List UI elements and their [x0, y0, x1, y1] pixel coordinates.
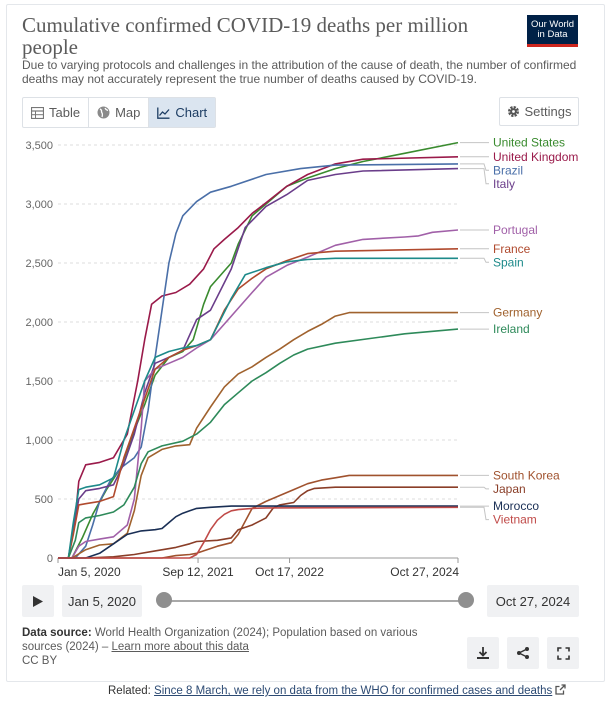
series-line-france: [58, 248, 459, 559]
legend-label-portugal: Portugal: [493, 223, 538, 237]
line-chart-icon: [157, 107, 170, 119]
x-tick-label: Oct 17, 2022: [255, 565, 324, 579]
tab-map-label: Map: [115, 105, 141, 120]
x-tick-label: Sep 12, 2021: [162, 565, 234, 579]
timeline-track[interactable]: [164, 600, 466, 602]
legend-label-vietnam: Vietnam: [493, 513, 537, 527]
y-tick-label: 0: [47, 553, 53, 565]
source-label: Data source:: [22, 627, 92, 639]
y-tick-label: 2,000: [25, 317, 53, 329]
tab-chart-label: Chart: [175, 105, 208, 120]
globe-icon: [97, 106, 110, 119]
timeline-start-handle[interactable]: [156, 592, 172, 608]
fullscreen-icon: [556, 646, 570, 660]
series-line-united-states: [58, 141, 459, 559]
legend-label-morocco: Morocco: [493, 499, 539, 513]
line-chart: 0 500 1,000 1,500 2,000 2,500 3,000 3,500 Jan 5,…: [25, 136, 578, 579]
series-line-japan: [58, 486, 458, 559]
legend-connector-japan: [460, 486, 489, 490]
gear-icon: [507, 106, 519, 117]
fullscreen-button[interactable]: [547, 637, 579, 669]
series-line-morocco: [58, 505, 458, 559]
series-line-united-kingdom: [58, 156, 459, 559]
legend-connector-spain: [460, 257, 489, 263]
table-icon: [31, 106, 44, 119]
chart-title: Cumulative confirmed COVID-19 deaths per…: [22, 13, 469, 59]
legend-label-france: France: [493, 242, 531, 256]
legend-label-south-korea: South Korea: [493, 468, 560, 482]
tab-map[interactable]: Map: [89, 98, 150, 127]
y-tick-label: 3,000: [25, 199, 53, 211]
logo-line-1: Our World: [530, 19, 575, 30]
legend-connector-brazil: [460, 163, 489, 171]
legend-connector-italy: [460, 168, 489, 185]
download-icon: [477, 647, 489, 659]
external-link-icon: [555, 684, 567, 695]
start-date-button[interactable]: Jan 5, 2020: [62, 585, 142, 617]
chart-subtitle: Due to varying protocols and challenges …: [22, 58, 577, 86]
end-date-button[interactable]: Oct 27, 2024: [487, 585, 579, 617]
view-tabs: Table Map Chart: [22, 97, 217, 128]
timeline-end-handle[interactable]: [458, 592, 474, 608]
download-button[interactable]: [467, 637, 499, 669]
series-line-spain: [58, 257, 458, 559]
tab-table[interactable]: Table: [23, 98, 90, 127]
legend-label-japan: Japan: [493, 482, 526, 496]
series-line-ireland: [58, 328, 459, 559]
legend-label-germany: Germany: [493, 306, 542, 320]
x-tick-label: Jan 5, 2020: [58, 565, 121, 579]
license-label: CC BY: [22, 655, 58, 667]
series-line-portugal: [58, 229, 459, 559]
y-tick-label: 1,500: [25, 376, 53, 388]
x-tick-label: Oct 27, 2024: [390, 565, 459, 579]
chart-card: [6, 4, 605, 682]
legend-label-italy: Italy: [493, 177, 515, 191]
legend-label-united-states: United States: [493, 136, 565, 150]
y-tick-label: 500: [35, 494, 53, 506]
legend-label-united-kingdom: United Kingdom: [493, 150, 578, 164]
legend-label-ireland: Ireland: [493, 322, 530, 336]
legend-label-brazil: Brazil: [493, 163, 523, 177]
settings-button[interactable]: Settings: [499, 97, 579, 126]
owid-logo[interactable]: Our World in Data: [527, 15, 578, 47]
play-icon: [33, 595, 43, 607]
y-tick-label: 1,000: [25, 435, 53, 447]
legend-label-spain: Spain: [493, 255, 524, 269]
share-icon: [517, 647, 529, 659]
series-line-brazil: [58, 163, 459, 559]
source-text: World Health Organization (2024); Popula…: [22, 627, 418, 653]
series-line-vietnam: [58, 506, 459, 559]
learn-more-link[interactable]: Learn more about this data: [111, 641, 249, 653]
settings-label: Settings: [524, 104, 572, 119]
y-tick-label: 2,500: [25, 258, 53, 270]
related-label: Related:: [108, 685, 151, 697]
play-button[interactable]: [22, 585, 54, 617]
legend-connector-vietnam: [460, 506, 489, 521]
related-note: Related: Since 8 March, we rely on data …: [108, 684, 567, 697]
y-tick-label: 3,500: [25, 140, 53, 152]
logo-line-2: in Data: [537, 29, 568, 40]
share-button[interactable]: [507, 637, 539, 669]
series-line-south-korea: [58, 474, 458, 559]
related-link[interactable]: Since 8 March, we rely on data from the …: [154, 685, 553, 697]
tab-table-label: Table: [49, 105, 81, 120]
data-source: Data source: World Health Organization (…: [22, 626, 452, 668]
tab-chart[interactable]: Chart: [149, 98, 216, 127]
